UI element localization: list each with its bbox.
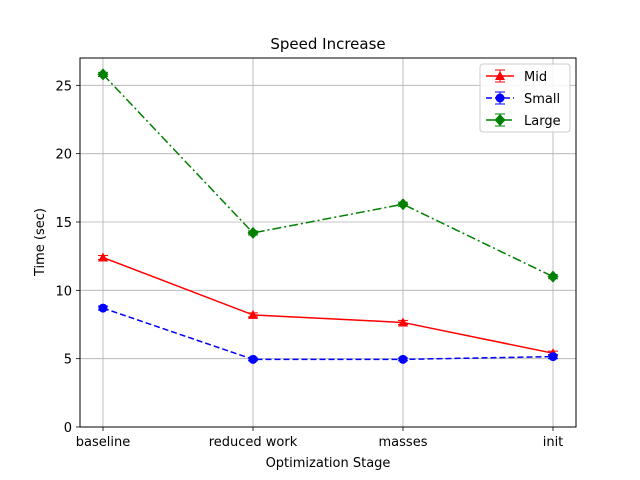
- data-point: [97, 68, 109, 81]
- plot-frame: [79, 57, 577, 428]
- data-point: [548, 352, 558, 362]
- y-tick-label: 15: [55, 216, 72, 231]
- x-tick-label: masses: [379, 435, 428, 450]
- series-line: [102, 256, 554, 354]
- x-tick-label: reduced work: [209, 435, 298, 450]
- y-tick-label: 20: [55, 148, 72, 163]
- x-tick-label: init: [543, 435, 564, 450]
- series-mid: [98, 252, 558, 358]
- legend-label: Small: [524, 92, 560, 107]
- data-point: [397, 198, 409, 211]
- x-tick-label: baseline: [76, 435, 130, 450]
- legend-entry: Small: [486, 91, 560, 107]
- series-line: [102, 307, 554, 361]
- data-point: [98, 252, 108, 262]
- series-small: [98, 303, 558, 364]
- legend-marker: [495, 93, 505, 103]
- y-axis-title: Time (sec): [33, 208, 48, 277]
- series-group: [97, 68, 559, 364]
- y-tick-label: 10: [55, 284, 72, 299]
- y-tick-label: 5: [64, 353, 72, 368]
- data-point: [398, 354, 408, 364]
- axis-ticks: baseline reduced work masses init 0 5 10 15 20 25: [55, 79, 563, 450]
- data-point: [247, 226, 259, 239]
- legend-label: Large: [524, 114, 561, 129]
- data-point: [248, 309, 258, 319]
- legend-label: Mid: [524, 70, 547, 85]
- chart-title: Speed Increase: [270, 35, 385, 53]
- legend: Mid Small Large: [479, 63, 571, 133]
- legend-box: [479, 63, 571, 133]
- legend-entry: Large: [486, 113, 561, 129]
- data-point: [98, 303, 108, 313]
- y-tick-label: 0: [64, 421, 72, 436]
- data-point: [398, 317, 408, 327]
- data-point: [248, 354, 258, 364]
- y-tick-label: 25: [55, 79, 72, 94]
- legend-marker: [495, 71, 505, 80]
- legend-entry: Mid: [486, 69, 547, 85]
- series-large: [97, 68, 559, 283]
- data-point: [547, 270, 559, 283]
- x-axis-title: Optimization Stage: [266, 456, 391, 471]
- legend-marker: [494, 114, 506, 126]
- series-line: [102, 73, 554, 278]
